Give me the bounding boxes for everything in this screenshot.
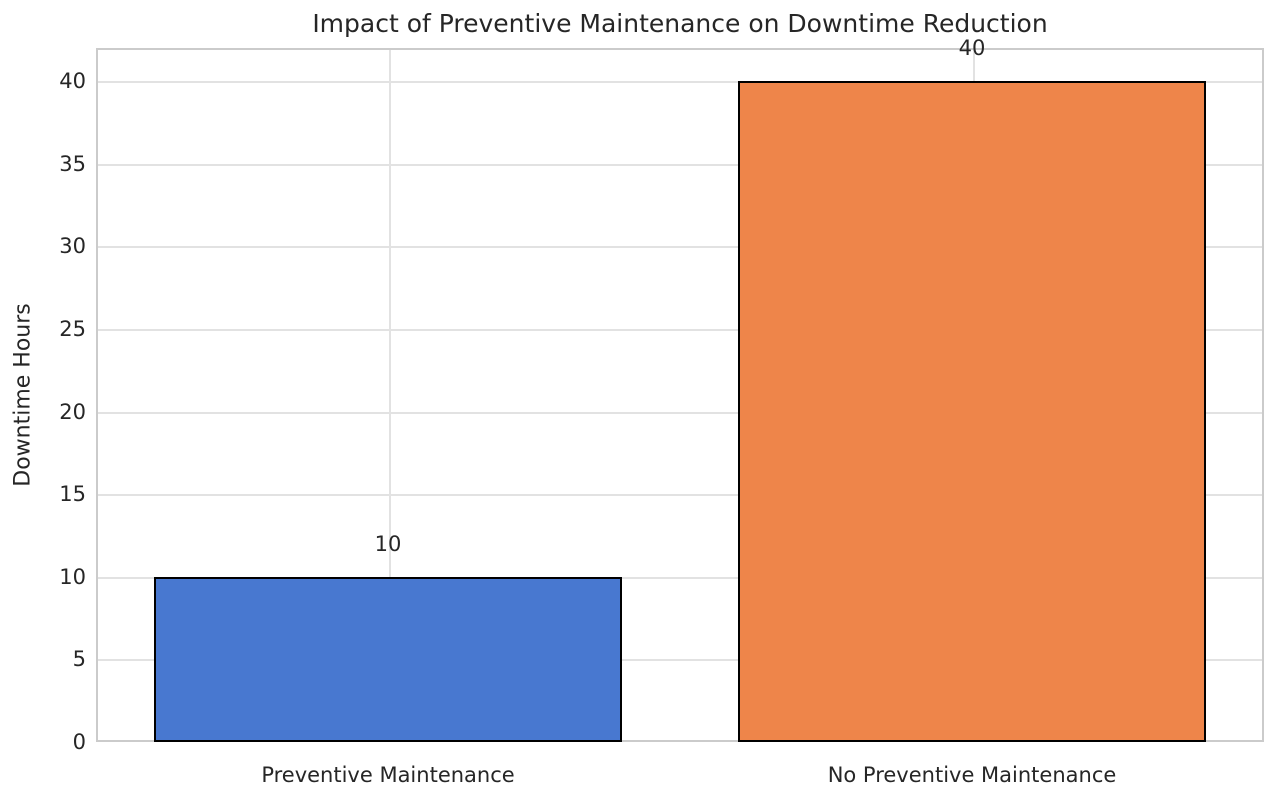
x-tick-label: No Preventive Maintenance xyxy=(827,763,1117,787)
y-tick-label: 0 xyxy=(72,730,86,754)
y-tick-label: 35 xyxy=(59,151,86,176)
y-tick-label: 15 xyxy=(59,482,86,507)
bar-value-label: 40 xyxy=(958,36,986,61)
bar xyxy=(738,81,1206,742)
y-tick-label: 40 xyxy=(59,69,86,94)
y-tick-label: 20 xyxy=(59,399,86,424)
y-tick-label: 10 xyxy=(59,564,86,589)
bar xyxy=(154,576,622,742)
y-tick-label: 25 xyxy=(59,316,86,341)
gridline-horizontal xyxy=(98,576,1262,579)
x-tick-label: Preventive Maintenance xyxy=(261,763,515,787)
gridline-horizontal xyxy=(98,81,1262,84)
chart-title: Impact of Preventive Maintenance on Down… xyxy=(312,9,1048,38)
gridline-horizontal xyxy=(98,328,1262,331)
bar-value-label: 10 xyxy=(374,531,402,556)
gridline-vertical xyxy=(389,50,391,740)
gridline-horizontal xyxy=(98,494,1262,497)
gridline-horizontal xyxy=(98,246,1262,249)
y-tick-label: 5 xyxy=(72,647,86,672)
gridline-horizontal xyxy=(98,163,1262,166)
y-tick-label: 30 xyxy=(59,234,86,259)
gridline-horizontal xyxy=(98,659,1262,662)
gridline-horizontal xyxy=(98,411,1262,414)
